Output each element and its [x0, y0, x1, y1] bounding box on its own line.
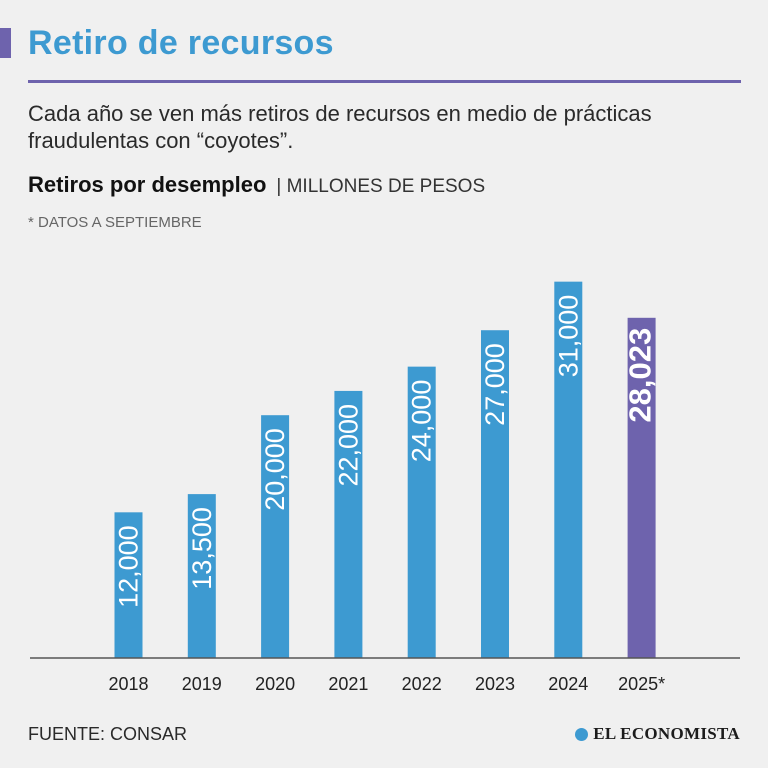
bar-2024: [554, 281, 583, 658]
value-label-2020: 20,000: [260, 428, 290, 511]
bar-2019: [187, 494, 216, 658]
value-label-2022: 24,000: [407, 380, 437, 463]
title-accent-mark: [0, 28, 11, 58]
bar-2023: [481, 330, 509, 658]
x-tick-label-2018: 2018: [108, 674, 148, 694]
bar-2021: [334, 390, 363, 658]
title-divider: [28, 80, 741, 83]
x-tick-label-2025: 2025*: [618, 674, 665, 694]
value-label-2019: 13,500: [187, 507, 217, 590]
chart-unit: | MILLONES DE PESOS: [276, 176, 486, 197]
bar-2020: [261, 415, 290, 658]
data-note: * DATOS A SEPTIEMBRE: [28, 214, 202, 231]
brand-name: EL ECONOMISTA: [593, 724, 740, 743]
chart-title: Retiros por desempleo: [28, 172, 267, 197]
subtitle: Cada año se ven más retiros de recursos …: [28, 101, 652, 153]
chart-heading: Retiros por desempleo | MILLONES DE PESOS: [28, 172, 485, 198]
page-title: Retiro de recursos: [28, 24, 334, 62]
x-tick-label-2020: 2020: [255, 674, 295, 694]
value-label-2021: 22,000: [333, 404, 363, 487]
x-tick-label-2023: 2023: [475, 674, 515, 694]
x-tick-label-2021: 2021: [328, 674, 368, 694]
bar-2022: [407, 366, 436, 658]
value-label-2023: 27,000: [480, 343, 510, 426]
value-label-2018: 12,000: [114, 525, 144, 608]
brand-icon: [575, 727, 589, 741]
x-tick-label-2022: 2022: [402, 674, 442, 694]
value-label-2024: 31,000: [553, 295, 583, 378]
bar-2025: [627, 317, 656, 658]
value-label-2025: 28,023: [623, 328, 658, 423]
x-tick-label-2024: 2024: [548, 674, 588, 694]
bar-2018: [114, 512, 143, 658]
brand-logo: EL ECONOMISTA: [575, 724, 740, 744]
source-label: FUENTE: CONSAR: [28, 724, 188, 744]
x-tick-label-2019: 2019: [182, 674, 222, 694]
